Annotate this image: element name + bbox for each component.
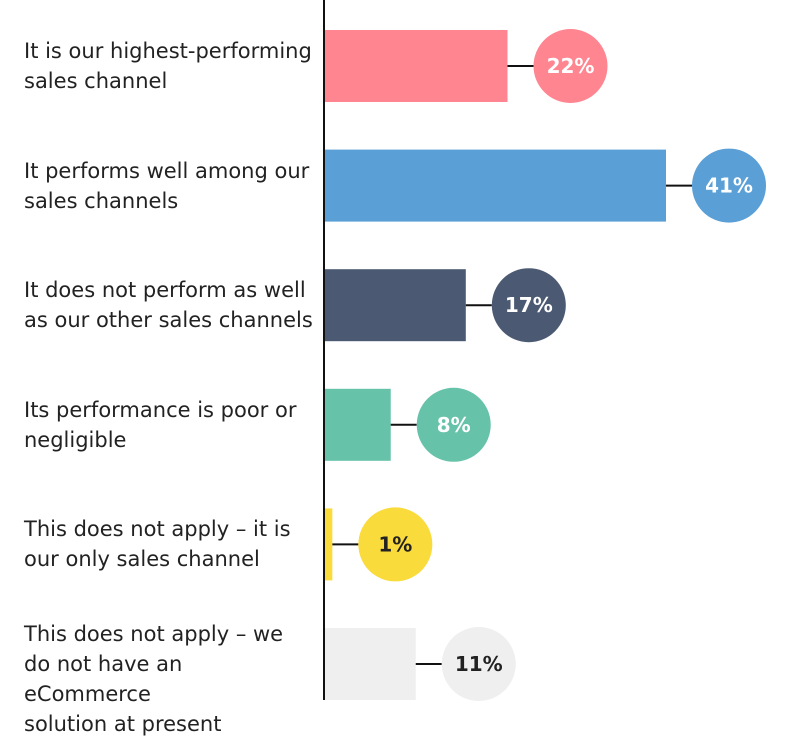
bar <box>324 149 666 222</box>
category-label: It does not perform as well as our other … <box>24 275 314 335</box>
category-label-line: negligible <box>24 427 127 452</box>
data-label: 8% <box>437 413 471 437</box>
value-bubble <box>358 507 433 582</box>
category-label-line: It is our highest-performing <box>24 39 312 63</box>
data-label: 11% <box>455 652 503 676</box>
category-label-line: solution at present <box>24 712 222 736</box>
bar-group: 8% <box>324 387 491 462</box>
category-label-line: our only sales channel <box>24 547 260 572</box>
category-label-line: It does not perform as well <box>24 278 306 303</box>
bar-group: 22% <box>324 29 608 103</box>
value-bubble <box>692 148 766 223</box>
category-label-line: do not have an eCommerce <box>24 652 183 706</box>
value-bubble <box>533 29 608 103</box>
category-label-line: as our other sales channels <box>24 308 313 333</box>
bar-group: 1% <box>324 507 433 582</box>
category-label-line: It performs well among our <box>24 158 310 183</box>
category-label-line: sales channel <box>24 69 168 93</box>
bar-group: 41% <box>324 148 766 223</box>
category-label-line: sales channels <box>24 188 179 213</box>
bar <box>324 508 333 581</box>
category-label: It is our highest-performing sales channe… <box>24 36 314 96</box>
data-label: 17% <box>505 293 553 317</box>
category-label-line: Its performance is poor or <box>24 397 297 422</box>
category-label: It performs well among our sales channels <box>24 156 314 216</box>
bar <box>324 388 391 461</box>
value-bubble <box>416 387 491 462</box>
data-label: 22% <box>547 54 595 78</box>
bar <box>324 628 416 700</box>
category-label-line: This does not apply – it is <box>24 517 291 542</box>
bar <box>324 269 466 342</box>
bar <box>324 30 508 102</box>
bar-group: 17% <box>324 268 566 343</box>
data-label: 41% <box>705 174 753 198</box>
value-bubble <box>441 627 516 701</box>
category-label-line: This does not apply – we <box>24 622 284 646</box>
category-label: This does not apply – we do not have an e… <box>24 619 314 739</box>
category-label: Its performance is poor or negligible <box>24 395 314 455</box>
category-label: This does not apply – it is our only sale… <box>24 514 314 574</box>
data-label: 1% <box>378 532 412 556</box>
bar-group: 11% <box>324 627 516 701</box>
value-bubble <box>491 268 566 343</box>
